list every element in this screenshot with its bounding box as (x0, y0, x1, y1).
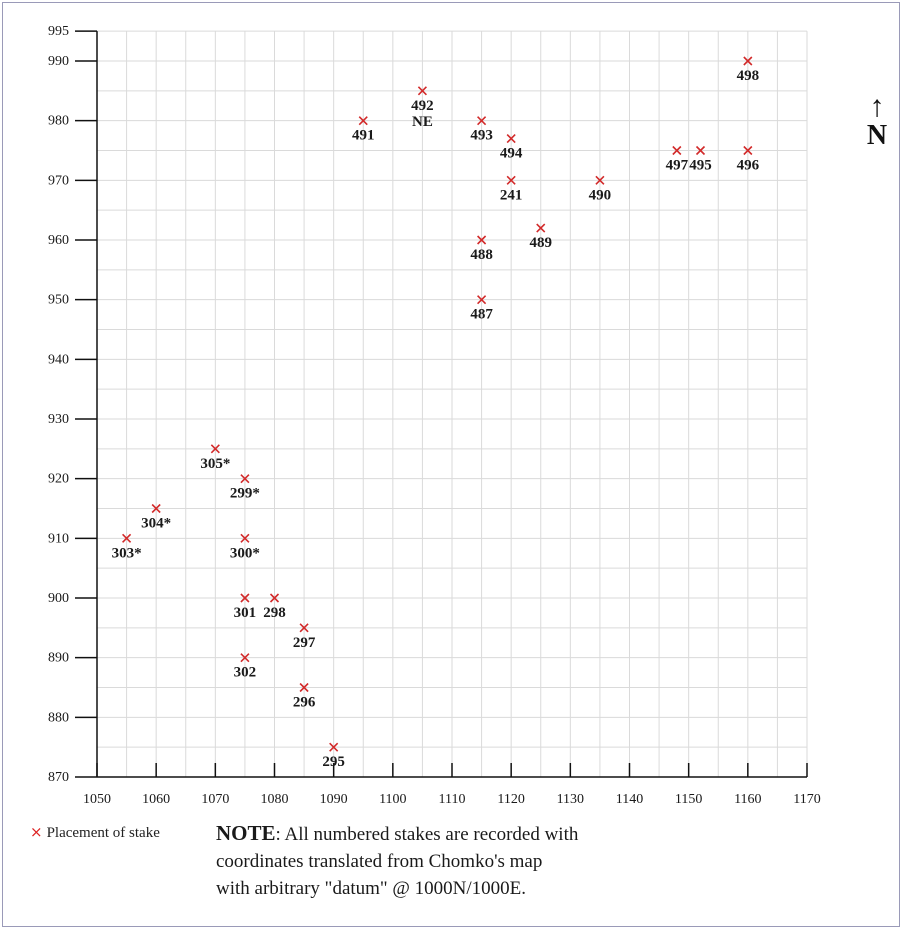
stake-marker-489 (536, 223, 546, 233)
x-tick-label: 1170 (793, 792, 820, 807)
y-tick-label: 940 (48, 352, 69, 367)
x-tick-label: 1160 (734, 792, 761, 807)
x-tick-label: 1110 (439, 792, 466, 807)
x-tick-label: 1070 (201, 792, 229, 807)
legend: × Placement of stake (30, 823, 160, 842)
stake-marker-304 (151, 503, 161, 514)
stake-label-300: 300* (230, 545, 260, 561)
stake-label-297: 297 (293, 635, 316, 651)
stake-marker-490 (595, 175, 605, 185)
stake-marker-icon: × (30, 823, 43, 841)
stake-label-493: 493 (470, 128, 493, 144)
x-tick-label: 1060 (142, 792, 170, 807)
y-tick-label: 900 (48, 591, 69, 606)
y-tick-label: 970 (48, 173, 69, 188)
stake-marker-487 (477, 295, 487, 305)
stake-label-299: 299* (230, 486, 260, 502)
y-tick-label: 910 (48, 531, 69, 546)
x-tick-label: 1080 (261, 792, 289, 807)
north-label: N (866, 120, 888, 151)
stake-label-494: 494 (500, 146, 523, 162)
stake-label-301: 301 (234, 605, 257, 621)
x-tick-label: 1130 (557, 792, 584, 807)
stake-marker-301 (240, 593, 250, 603)
y-tick-label: 930 (48, 412, 69, 427)
stake-marker-305 (210, 444, 220, 454)
stake-marker-493 (477, 116, 487, 126)
x-tick-label: 1140 (616, 792, 643, 807)
y-tick-label: 980 (48, 114, 69, 129)
y-tick-label: 995 (48, 24, 69, 39)
stake-marker-302 (240, 653, 250, 663)
stake-label-298: 298 (263, 605, 286, 621)
stake-marker-298 (269, 593, 280, 603)
stake-label-304: 304* (141, 516, 171, 532)
note-heading: NOTE (216, 821, 276, 845)
stake-label-302: 302 (234, 665, 257, 681)
x-tick-label: 1090 (320, 792, 348, 807)
stake-marker-492 (417, 86, 427, 96)
stake-marker-494 (506, 134, 516, 144)
y-tick-label: 870 (48, 770, 69, 785)
stake-marker-297 (299, 623, 309, 633)
stake-sublabel-492: NE (412, 114, 433, 130)
note-line-2: coordinates translated from Chomko's map (216, 851, 543, 872)
y-tick-label: 920 (48, 472, 69, 487)
stake-label-492: 492 (411, 98, 434, 114)
stake-marker-299 (240, 474, 250, 484)
stake-label-296: 296 (293, 695, 316, 711)
note: NOTE: All numbered stakes are recorded w… (216, 820, 776, 902)
note-line-3: with arbitrary "datum" @ 1000N/1000E. (216, 878, 527, 899)
y-tick-label: 960 (48, 233, 69, 248)
x-tick-label: 1050 (83, 792, 111, 807)
stake-label-498: 498 (737, 68, 760, 84)
x-tick-label: 1120 (497, 792, 524, 807)
stake-marker-295 (329, 742, 339, 752)
north-indicator: ↑ N (862, 92, 892, 150)
stake-marker-300 (240, 533, 250, 543)
y-tick-label: 950 (48, 293, 69, 308)
stake-label-487: 487 (470, 307, 493, 323)
stake-label-490: 490 (589, 187, 612, 203)
stake-label-303: 303* (112, 545, 142, 561)
stake-marker-488 (477, 235, 487, 245)
stake-marker-296 (299, 682, 309, 693)
y-tick-label: 990 (48, 54, 69, 69)
stake-label-295: 295 (322, 754, 345, 770)
stake-label-488: 488 (470, 247, 493, 263)
legend-text: Placement of stake (46, 825, 160, 841)
stake-label-491: 491 (352, 128, 375, 144)
note-line-1: : All numbered stakes are recorded with (275, 824, 579, 845)
stake-label-496: 496 (737, 158, 760, 174)
stake-marker-241 (506, 175, 516, 185)
stake-label-489: 489 (530, 235, 553, 251)
stake-marker-497 (672, 145, 682, 156)
y-tick-label: 880 (48, 710, 69, 725)
stake-marker-498 (743, 56, 753, 66)
stake-marker-491 (358, 116, 368, 126)
stake-marker-495 (695, 145, 706, 156)
y-tick-label: 890 (48, 651, 69, 666)
x-tick-label: 1150 (675, 792, 702, 807)
stake-label-495: 495 (689, 158, 712, 174)
stake-label-241: 241 (500, 187, 523, 203)
north-arrow-icon: ↑ (869, 90, 885, 123)
x-tick-label: 1100 (379, 792, 406, 807)
stake-label-497: 497 (666, 158, 689, 174)
stake-marker-496 (743, 145, 753, 156)
stake-label-305: 305* (200, 456, 230, 472)
stake-marker-303 (122, 533, 132, 543)
